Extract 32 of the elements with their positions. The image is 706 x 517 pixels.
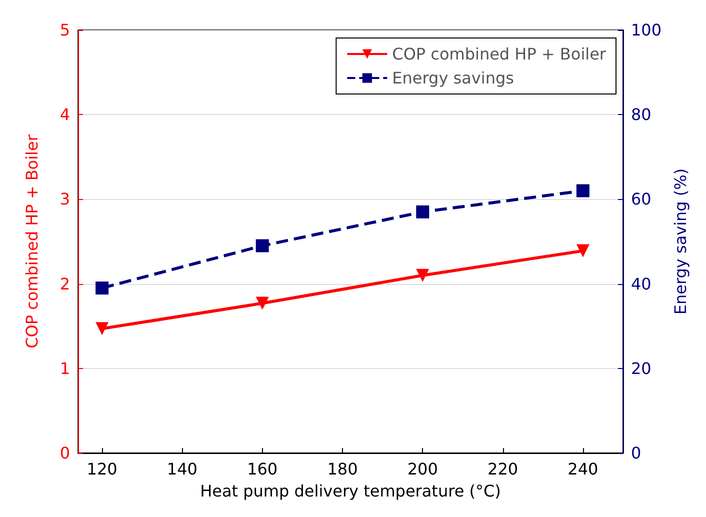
y-tick-label: 4 <box>60 105 70 124</box>
point <box>416 268 430 282</box>
point <box>416 205 430 218</box>
point <box>576 184 590 198</box>
x-tick-label: 220 <box>488 460 518 478</box>
y-tick-label: 1 <box>60 358 70 378</box>
y2-tick-label: 100 <box>631 20 662 40</box>
x-axis-title: Heat pump delivery temperature (°C) <box>200 482 501 500</box>
point <box>576 244 590 258</box>
legend-label: Energy savings <box>392 68 514 88</box>
y-tick-label: 0 <box>60 444 70 462</box>
point <box>96 282 109 295</box>
y2-tick-label: 60 <box>631 190 652 209</box>
y2-tick-label: 20 <box>631 358 652 378</box>
y2-tick-label: 0 <box>631 444 642 462</box>
x-tick-label: 240 <box>568 460 598 478</box>
x-tick-label: 160 <box>247 460 278 478</box>
point <box>96 322 109 336</box>
legend-label: COP combined HP + Boiler <box>392 44 606 64</box>
x-tick-label: 120 <box>86 460 118 478</box>
y-tick-label: 2 <box>60 274 70 294</box>
y2-tick-label: 40 <box>631 274 652 294</box>
x-tick-label: 140 <box>166 460 198 478</box>
y-axis-title: COP combined HP + Boiler <box>22 134 42 348</box>
y2-axis-title: Energy saving (%) <box>670 168 690 315</box>
y2-tick-label: 80 <box>631 105 652 124</box>
y-tick-label: 5 <box>60 20 70 40</box>
point <box>256 296 269 310</box>
x-tick-label: 200 <box>407 460 438 478</box>
point <box>256 239 269 252</box>
y-tick-label: 3 <box>60 190 70 209</box>
x-tick-label: 180 <box>327 460 358 478</box>
